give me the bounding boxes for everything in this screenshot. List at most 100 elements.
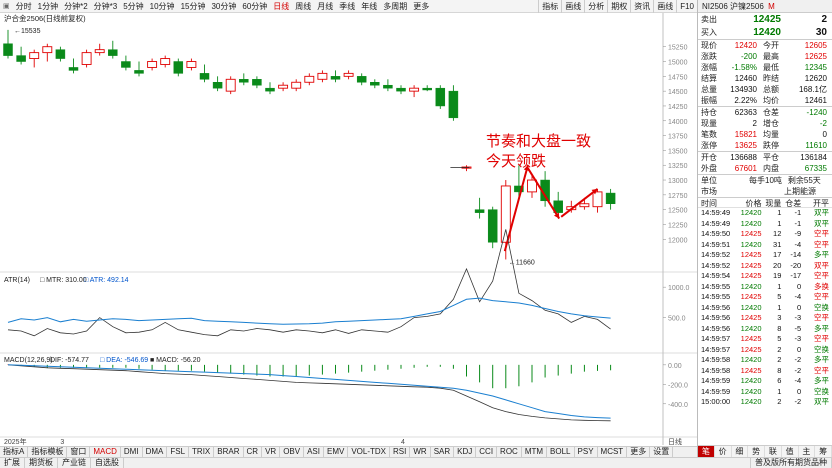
panel-tab-5[interactable]: 值	[782, 446, 799, 457]
tick-oi-change: 0	[797, 344, 802, 354]
chart-settings-icon[interactable]: ▣	[3, 2, 10, 10]
tick-volume: 2	[777, 355, 782, 364]
indicator-tab-21[interactable]: MTM	[522, 447, 548, 457]
toolbar-button-5[interactable]: 画线	[653, 0, 676, 13]
period-tab-9[interactable]: 日线	[273, 1, 290, 11]
indicator-tab-26[interactable]: 设置	[650, 447, 674, 457]
toolbar-button-0[interactable]: 指标	[538, 0, 561, 13]
tick-row[interactable]: 14:59:55 12420 1 0 多换	[698, 282, 832, 293]
tick-row[interactable]: 14:59:59 12420 1 0 空换	[698, 387, 832, 398]
rows-value-a-1: -200	[740, 52, 757, 61]
candle-body-40	[527, 179, 537, 193]
tick-row[interactable]: 14:59:55 12425 5 -4 空平	[698, 292, 832, 303]
period-tab-11[interactable]: 月线	[317, 1, 334, 11]
indicator-tab-4[interactable]: DMI	[121, 447, 143, 457]
indicator-tab-6[interactable]: FSL	[167, 447, 190, 457]
panel-tab-4[interactable]: 联	[765, 446, 782, 457]
tick-row[interactable]: 14:59:59 12420 6 -4 多平	[698, 376, 832, 387]
toolbar-button-3[interactable]: 期权	[607, 0, 630, 13]
indicator-tab-17[interactable]: SAR	[431, 447, 455, 457]
panel-tab-1[interactable]: 价	[715, 446, 732, 457]
indicator-tab-10[interactable]: VR	[262, 447, 281, 457]
tick-row[interactable]: 14:59:56 12420 8 -5 多平	[698, 324, 832, 335]
indicator-tab-20[interactable]: ROC	[497, 447, 522, 457]
period-tab-12[interactable]: 季线	[339, 1, 356, 11]
indicator-tab-8[interactable]: BRAR	[214, 447, 244, 457]
indicator-tab-22[interactable]: BOLL	[547, 447, 575, 457]
tick-row[interactable]: 14:59:58 12420 2 -2 多平	[698, 355, 832, 366]
panel-tab-0[interactable]: 笔	[698, 446, 715, 457]
tick-row[interactable]: 14:59:58 12425 8 -2 空平	[698, 366, 832, 377]
indicator-tab-7[interactable]: TRIX	[189, 447, 215, 457]
indicator-tab-9[interactable]: CR	[244, 447, 263, 457]
period-tab-15[interactable]: 更多	[413, 1, 430, 11]
tick-row[interactable]: 14:59:49 12420 1 -1 双平	[698, 219, 832, 230]
period-tab-13[interactable]: 年线	[361, 1, 378, 11]
tick-type: 多平	[814, 355, 829, 364]
indicator-tab-12[interactable]: ASI	[304, 447, 324, 457]
tick-row[interactable]: 15:00:00 12420 2 -2 双平	[698, 397, 832, 408]
tick-row[interactable]: 14:59:57 12425 5 -3 空平	[698, 334, 832, 345]
period-tab-5[interactable]: 10分钟	[149, 1, 175, 11]
tick-row[interactable]: 14:59:50 12425 12 -9 空平	[698, 229, 832, 240]
indicator-tab-24[interactable]: MCST	[598, 447, 628, 457]
tick-row[interactable]: 14:59:56 12425 3 -3 空平	[698, 313, 832, 324]
period-tab-1[interactable]: 1分钟	[37, 1, 59, 11]
tick-row[interactable]: 14:59:54 12425 19 -17 空平	[698, 271, 832, 282]
indicator-tab-19[interactable]: CCI	[476, 447, 498, 457]
tick-header-4: 开平	[813, 199, 829, 208]
indicator-tab-25[interactable]: 更多	[627, 447, 651, 457]
rows-value-a-0: 12420	[734, 41, 757, 50]
panel-tab-7[interactable]: 筹	[815, 446, 832, 457]
tick-row[interactable]: 14:59:51 12420 31 -4 空平	[698, 240, 832, 251]
period-tab-3[interactable]: 分钟*3	[93, 1, 118, 11]
indicator-tab-18[interactable]: KDJ	[454, 447, 477, 457]
market-tab-2[interactable]: 产业链	[58, 458, 91, 468]
indicator-tab-0[interactable]: 指标A	[0, 447, 29, 457]
period-tab-7[interactable]: 30分钟	[211, 1, 237, 11]
panel-tab-2[interactable]: 细	[732, 446, 749, 457]
tick-row[interactable]: 14:59:49 12420 1 -1 双平	[698, 208, 832, 219]
tick-table[interactable]: 14:59:49 12420 1 -1 双平 14:59:49 12420 1 -1 双平 14:5…	[698, 208, 832, 408]
price-tick-13: 12000	[668, 237, 688, 244]
indicator-tab-23[interactable]: PSY	[575, 447, 598, 457]
period-tab-0[interactable]: 分时	[15, 1, 32, 11]
market-tab-3[interactable]: 自选股	[91, 458, 124, 468]
period-tab-6[interactable]: 15分钟	[180, 1, 206, 11]
panel-tab-6[interactable]: 主	[799, 446, 816, 457]
indicator-tab-3[interactable]: MACD	[90, 447, 121, 457]
toolbar-button-4[interactable]: 资讯	[630, 0, 653, 13]
indicator-tab-5[interactable]: DMA	[143, 447, 168, 457]
market-tab-0[interactable]: 扩展	[0, 458, 25, 468]
period-tab-4[interactable]: 5分钟	[123, 1, 144, 11]
period-tab-14[interactable]: 多周期	[383, 1, 408, 11]
indicator-tab-2[interactable]: 窗口	[67, 447, 91, 457]
indicator-tab-1[interactable]: 指标模板	[28, 447, 68, 457]
candle-body-26	[343, 72, 354, 77]
candle-body-18	[239, 79, 249, 83]
tick-row[interactable]: 14:59:56 12420 1 0 空换	[698, 303, 832, 314]
tick-row[interactable]: 14:59:52 12425 20 -20 双平	[698, 261, 832, 272]
version-label[interactable]: 普及版所有期货品种	[750, 458, 832, 468]
macd-dif-line	[7, 364, 611, 422]
market-tab-1[interactable]: 期货板	[25, 458, 58, 468]
period-tab-8[interactable]: 60分钟	[242, 1, 268, 11]
indicator-tab-15[interactable]: RSI	[390, 447, 411, 457]
tick-row[interactable]: 14:59:57 12425 2 0 空换	[698, 345, 832, 356]
toolbar-button-2[interactable]: 分析	[584, 0, 607, 13]
indicator-tab-11[interactable]: OBV	[280, 447, 305, 457]
rows2-label-b-3: 跌停	[763, 141, 779, 150]
indicator-tab-14[interactable]: VOL-TDX	[348, 447, 391, 457]
kline-chart[interactable]: 沪合金2506(日线前复权) 15250 15000 14750 14500 14250 1…	[0, 13, 697, 445]
rows-value-b-2: 12345	[804, 63, 827, 72]
tick-time: 14:59:58	[701, 365, 731, 375]
indicator-tab-16[interactable]: WR	[410, 447, 431, 457]
toolbar-button-6[interactable]: F10	[676, 0, 697, 13]
tick-row[interactable]: 14:59:52 12425 17 -14 多平	[698, 250, 832, 261]
toolbar-button-1[interactable]: 画线	[561, 0, 584, 13]
indicator-tab-13[interactable]: EMV	[324, 447, 349, 457]
rows-label-a-0: 现价	[701, 41, 717, 50]
panel-tab-3[interactable]: 势	[748, 446, 765, 457]
period-tab-2[interactable]: 分钟*2	[64, 1, 88, 11]
period-tab-10[interactable]: 周线	[295, 1, 312, 11]
